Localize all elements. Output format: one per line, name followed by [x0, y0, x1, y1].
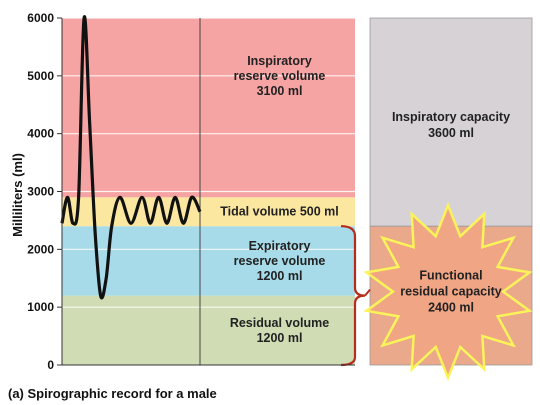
- y-tick-label-6000: 6000: [27, 11, 54, 25]
- y-tick-label-0: 0: [47, 358, 54, 372]
- frc-starburst: [363, 202, 533, 382]
- zone-label-expiratory-reserve-2: 1200 ml: [257, 269, 303, 283]
- frc-bracket-connector: [364, 288, 371, 297]
- zone-label-inspiratory-reserve-1: reserve volume: [234, 69, 326, 83]
- zone-label-inspiratory-reserve-2: 3100 ml: [257, 84, 303, 98]
- capacity-label-functional-residual-capacity-2: 2400 ml: [428, 301, 474, 315]
- y-axis-title: Milliliters (ml): [10, 153, 25, 237]
- zone-label-residual-0: Residual volume: [230, 316, 329, 330]
- spirogram-line: [60, 15, 202, 300]
- y-tick-label-5000: 5000: [27, 69, 54, 83]
- zone-inspiratory-reserve: [62, 18, 355, 198]
- capacity-inspiratory-capacity: [369, 17, 533, 227]
- frc-bracket: [340, 225, 371, 367]
- y-tick-label-1000: 1000: [27, 300, 54, 314]
- capacity-label-functional-residual-capacity-0: Functional: [419, 269, 482, 283]
- capacity-label-inspiratory-capacity-0: Inspiratory capacity: [392, 110, 510, 124]
- zone-label-tidal-0: Tidal volume 500 ml: [220, 205, 339, 219]
- zone-label-residual-1: 1200 ml: [257, 331, 303, 345]
- zone-label-expiratory-reserve-1: reserve volume: [234, 254, 326, 268]
- y-tick-label-4000: 4000: [27, 127, 54, 141]
- capacity-label-inspiratory-capacity-1: 3600 ml: [428, 126, 474, 140]
- capacity-labels: Inspiratory capacity 3600 ml Functional res…: [392, 110, 510, 315]
- capacity-column: [363, 17, 533, 382]
- zone-tidal: [62, 197, 355, 227]
- spirogram-curve-group: [60, 15, 202, 300]
- zone-label-inspiratory-reserve-0: Inspiratory: [247, 54, 312, 68]
- zone-residual: [62, 295, 355, 365]
- capacity-label-functional-residual-capacity-1: residual capacity: [400, 285, 501, 299]
- y-tick-label-3000: 3000: [27, 185, 54, 199]
- figure-caption: (a) Spirographic record for a male: [8, 386, 217, 401]
- y-tick-label-2000: 2000: [27, 242, 54, 256]
- y-axis: 0 1000 2000 3000 4000 5000 6000: [27, 11, 355, 372]
- grid-lines: [62, 17, 355, 365]
- zone-label-expiratory-reserve-0: Expiratory: [249, 239, 311, 253]
